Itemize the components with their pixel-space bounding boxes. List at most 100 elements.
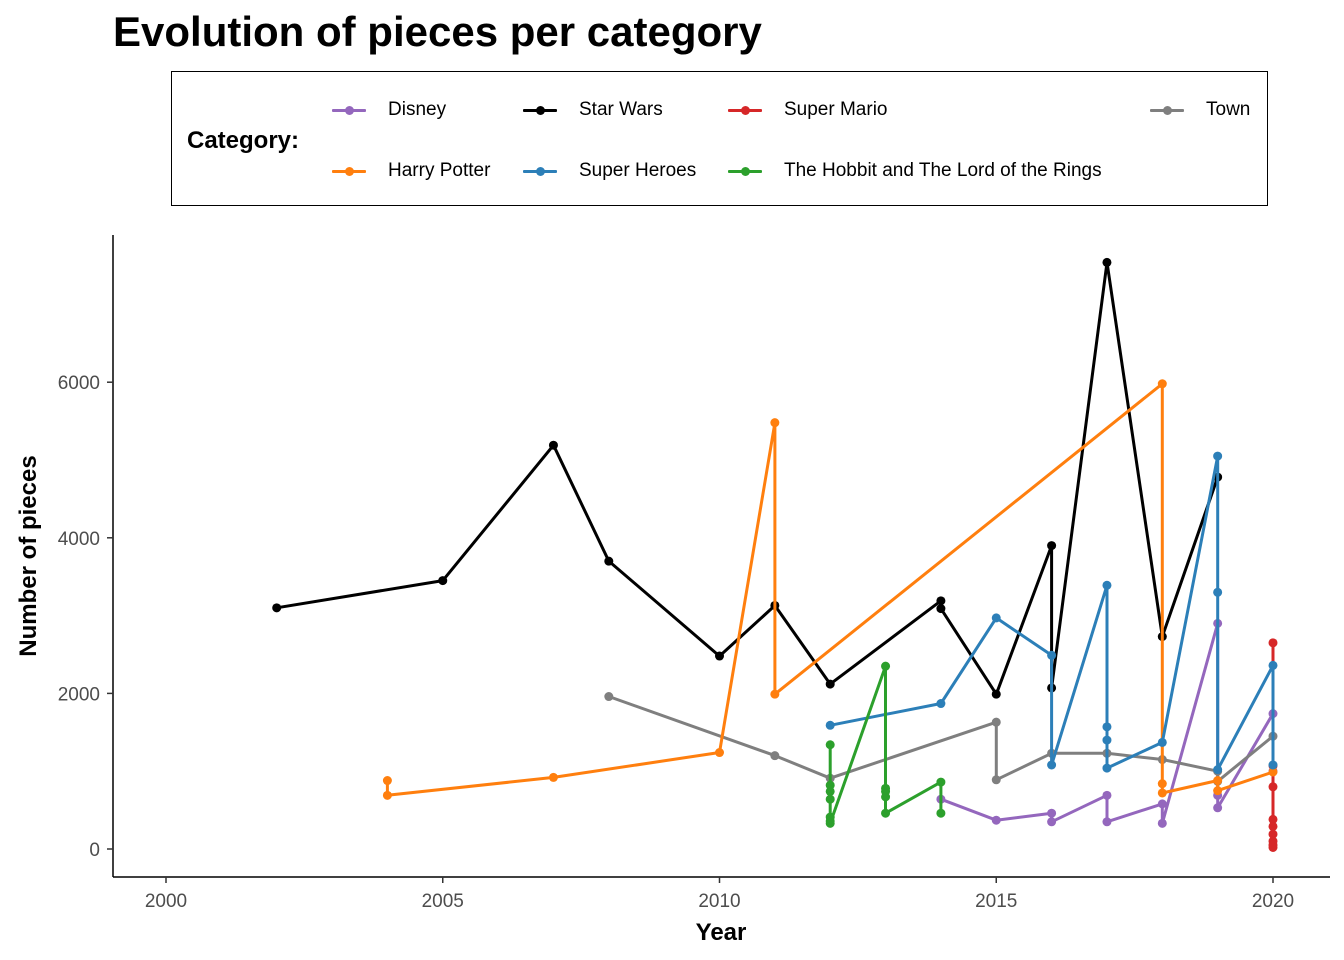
series-the-hobbit-and-the-lord-of-the-rings (825, 661, 946, 828)
data-point-super-heroes (1213, 765, 1223, 775)
data-point-star-wars (438, 576, 448, 586)
data-point-harry-potter (382, 776, 392, 786)
data-point-disney (1047, 817, 1057, 827)
data-point-harry-potter (770, 689, 780, 699)
data-point-super-heroes (1213, 587, 1223, 597)
x-tick-label: 2015 (975, 891, 1017, 912)
data-point-super-mario (1268, 842, 1278, 852)
data-point-harry-potter (382, 790, 392, 800)
y-ticks: 0 2000 4000 6000 (58, 373, 113, 861)
data-point-disney (991, 815, 1001, 825)
y-tick-label: 4000 (58, 529, 100, 550)
y-tick-label: 0 (89, 840, 100, 861)
data-point-disney (1157, 818, 1167, 828)
legend-key-hobbit-lotr (728, 159, 762, 183)
data-point-star-wars (1102, 257, 1112, 267)
legend-label-town: Town (1206, 99, 1251, 120)
data-point-star-wars (715, 651, 724, 661)
series-super-heroes (825, 451, 1278, 775)
data-point-the-hobbit-and-the-lord-of-the-rings (881, 792, 891, 802)
legend-label-star-wars: Star Wars (579, 99, 663, 120)
data-point-star-wars (272, 603, 282, 613)
series-layer (272, 257, 1278, 852)
legend-key-disney (332, 98, 366, 122)
data-point-super-heroes (1268, 660, 1278, 670)
legend-title: Category: (187, 127, 300, 154)
series-harry-potter (382, 379, 1278, 800)
data-point-super-heroes (991, 613, 1001, 623)
legend-key-star-wars (523, 98, 557, 122)
data-point-the-hobbit-and-the-lord-of-the-rings (881, 808, 891, 818)
y-axis-title: Number of pieces (15, 455, 42, 656)
data-point-harry-potter (1157, 779, 1167, 789)
series-disney (936, 618, 1278, 828)
data-point-super-heroes (1102, 722, 1112, 732)
data-point-super-mario (1268, 638, 1278, 648)
data-point-disney (1047, 808, 1057, 818)
data-point-harry-potter (1213, 786, 1223, 796)
data-point-super-heroes (1102, 735, 1112, 745)
legend-item-hobbit-lotr: The Hobbit and The Lord of the Rings (728, 159, 1102, 183)
data-point-super-heroes (1047, 650, 1057, 660)
data-point-disney (1157, 799, 1167, 809)
legend-item-harry-potter: Harry Potter (332, 159, 490, 183)
legend-label-hobbit-lotr: The Hobbit and The Lord of the Rings (784, 160, 1102, 181)
data-point-disney (1102, 790, 1112, 800)
data-point-harry-potter (715, 748, 724, 758)
series-line-star-wars (275, 260, 1220, 696)
legend-item-town: Town (1150, 98, 1250, 122)
data-point-the-hobbit-and-the-lord-of-the-rings (881, 661, 891, 671)
data-point-harry-potter (1157, 788, 1167, 798)
data-point-the-hobbit-and-the-lord-of-the-rings (936, 777, 946, 787)
data-point-super-heroes (1157, 737, 1167, 747)
legend-key-super-heroes (523, 159, 557, 183)
data-point-the-hobbit-and-the-lord-of-the-rings (936, 808, 946, 818)
series-line-harry-potter (385, 382, 1275, 797)
data-point-disney (1213, 803, 1223, 813)
data-point-town (604, 692, 614, 702)
data-point-super-heroes (936, 699, 946, 709)
data-point-star-wars (604, 556, 614, 566)
x-tick-label: 2010 (698, 891, 740, 912)
data-point-super-heroes (1213, 451, 1223, 461)
data-point-super-heroes (1047, 760, 1057, 770)
data-point-super-heroes (1102, 763, 1112, 773)
data-point-the-hobbit-and-the-lord-of-the-rings (825, 740, 835, 750)
data-point-harry-potter (548, 772, 558, 782)
data-point-super-mario (1268, 814, 1278, 824)
y-tick-label: 2000 (58, 684, 100, 705)
data-point-harry-potter (1157, 379, 1167, 389)
legend-item-super-heroes: Super Heroes (523, 159, 696, 183)
legend-label-disney: Disney (388, 99, 447, 120)
legend-label-harry-potter: Harry Potter (388, 160, 491, 181)
data-point-town (770, 751, 780, 761)
legend-item-super-mario: Super Mario (728, 98, 888, 122)
chart-title: Evolution of pieces per category (113, 8, 762, 55)
x-tick-label: 2020 (1252, 891, 1294, 912)
y-tick-label: 6000 (58, 373, 100, 394)
data-point-harry-potter (1213, 776, 1223, 786)
x-tick-label: 2005 (422, 891, 464, 912)
legend-label-super-mario: Super Mario (784, 99, 888, 120)
legend-key-super-mario (728, 98, 762, 122)
data-point-star-wars (936, 604, 946, 614)
data-point-super-mario (1268, 829, 1278, 839)
data-point-super-mario (1268, 782, 1278, 792)
data-point-the-hobbit-and-the-lord-of-the-rings (825, 818, 835, 828)
x-ticks: 2000 2005 2010 2015 2020 (145, 877, 1294, 912)
x-axis-title: Year (696, 919, 747, 946)
legend-key-harry-potter (332, 159, 366, 183)
legend-key-town (1150, 98, 1184, 122)
data-point-harry-potter (770, 418, 780, 428)
data-point-star-wars (825, 679, 835, 689)
x-tick-label: 2000 (145, 891, 187, 912)
legend-item-star-wars: Star Wars (523, 98, 663, 122)
data-point-super-heroes (1268, 760, 1278, 770)
data-point-the-hobbit-and-the-lord-of-the-rings (825, 786, 835, 796)
data-point-harry-potter (1268, 767, 1278, 777)
data-point-town (991, 775, 1001, 785)
legend: Category: Disney Star Wars Super Mario T… (171, 71, 1268, 206)
data-point-the-hobbit-and-the-lord-of-the-rings (825, 794, 835, 804)
legend-item-disney: Disney (332, 98, 446, 122)
